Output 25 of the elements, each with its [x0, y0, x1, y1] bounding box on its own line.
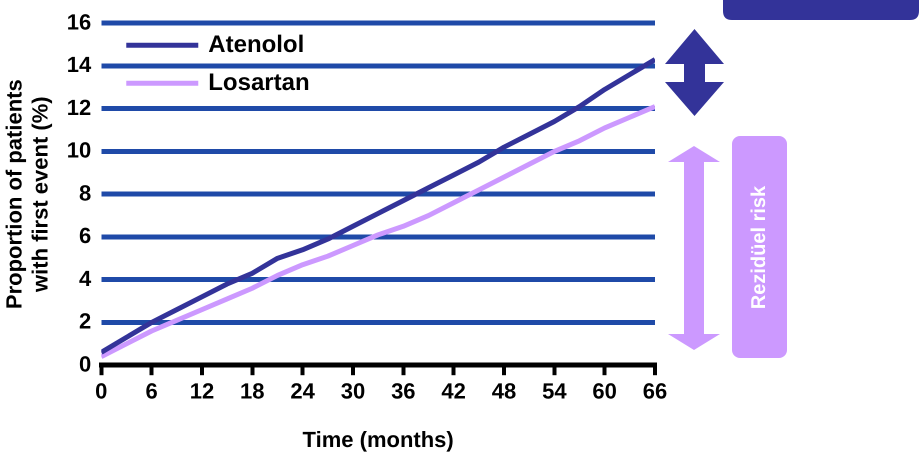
x-tick-label: 66 [642, 378, 668, 404]
x-tick-label: 48 [492, 378, 516, 404]
y-tick-label: 6 [79, 223, 92, 248]
legend-label: Atenolol [208, 30, 304, 58]
text: Rezidüel risk [748, 185, 771, 309]
x-tick-label: 6 [145, 378, 158, 404]
x-tick-label: 36 [391, 378, 416, 404]
x-tick-label: 54 [542, 378, 568, 404]
y-axis-title: Proportion of patients with first event (%) [1, 79, 53, 310]
x-tick-label: 18 [240, 378, 265, 404]
y-tick-label: 12 [66, 94, 92, 120]
y-tick-label: 10 [66, 138, 92, 163]
legend-label: Losartan [208, 68, 310, 96]
x-tick-label: 12 [190, 378, 214, 404]
x-tick-label: 24 [290, 378, 316, 404]
y-tick-label: 2 [79, 308, 92, 334]
y-tick-label: 14 [66, 52, 92, 78]
y-tick-label: 16 [66, 9, 92, 34]
y-tick-label: 0 [79, 351, 92, 376]
x-tick-label: 60 [592, 378, 617, 404]
x-axis-title: Time (months) [302, 426, 454, 452]
x-tick-label: 30 [340, 378, 366, 404]
y-tick-label: 8 [79, 180, 92, 206]
y-tick-label: 4 [79, 266, 92, 291]
x-tick-label: 42 [441, 378, 466, 404]
